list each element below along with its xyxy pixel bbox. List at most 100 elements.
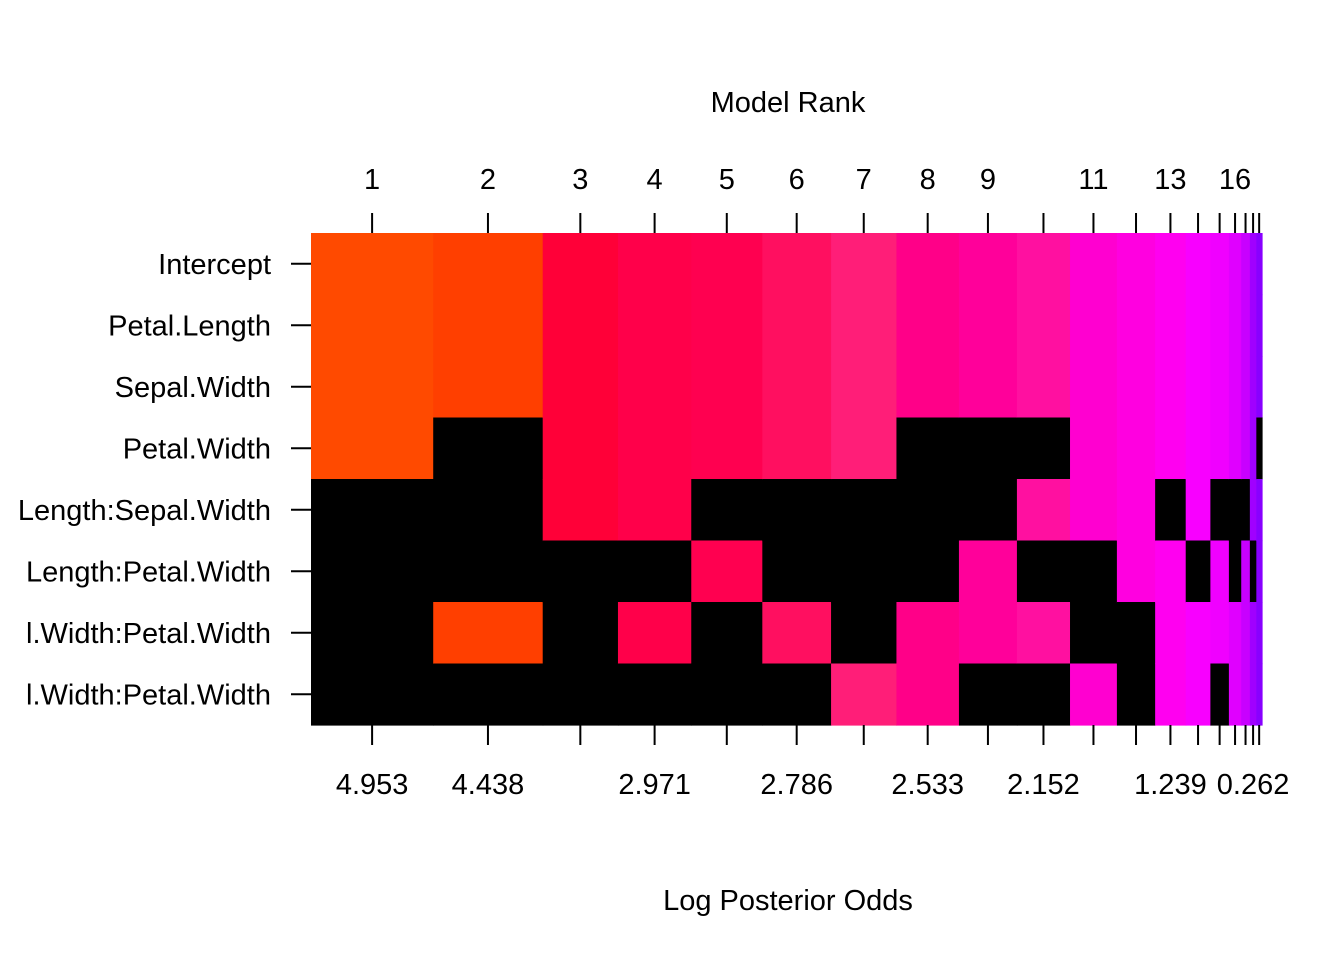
heatmap-cell	[958, 663, 1018, 726]
variable-label: l.Width:Petal.Width	[26, 679, 271, 711]
variable-label: Length:Petal.Width	[26, 556, 271, 588]
heatmap-cell	[958, 356, 1018, 419]
heatmap-cell	[1256, 233, 1263, 296]
heatmap-cell	[896, 233, 960, 296]
odds-tick-label: 0.262	[1217, 769, 1290, 801]
heatmap-cell	[1241, 663, 1251, 726]
heatmap-cell	[617, 294, 692, 357]
variable-axis: Intercept Petal.Length Sepal.Width Petal.Wi…	[18, 249, 311, 711]
heatmap-cell	[1116, 540, 1156, 603]
heatmap-cell	[691, 479, 763, 542]
rank-tick-label: 2	[480, 164, 496, 196]
heatmap-cell	[1241, 417, 1251, 480]
heatmap-cell	[617, 233, 692, 296]
heatmap-cell	[1256, 663, 1263, 726]
variable-label: Petal.Length	[108, 310, 271, 342]
heatmap-cell	[542, 479, 619, 542]
heatmap-cell	[1185, 663, 1211, 726]
heatmap-cell	[1016, 602, 1071, 665]
heatmap-cell	[691, 540, 763, 603]
rank-tick-label: 13	[1154, 164, 1186, 196]
top-axis-title: Model Rank	[711, 87, 866, 119]
heatmap-cell	[1016, 294, 1071, 357]
heatmap-cell	[1116, 417, 1156, 480]
heatmap-cell	[896, 294, 960, 357]
heatmap-cell	[958, 294, 1018, 357]
rank-tick-label: 6	[789, 164, 805, 196]
heatmap-cell	[311, 417, 434, 480]
odds-tick-label: 1.239	[1134, 769, 1207, 801]
heatmap-cell	[831, 417, 898, 480]
heatmap-cell	[958, 602, 1018, 665]
heatmap-cell	[433, 479, 544, 542]
heatmap-cell	[1116, 479, 1156, 542]
heatmap-cell	[1241, 356, 1251, 419]
heatmap-cell	[762, 540, 832, 603]
heatmap-cell	[1249, 479, 1257, 542]
heatmap-cell	[617, 602, 692, 665]
heatmap-cell	[311, 479, 434, 542]
heatmap-cell	[831, 479, 898, 542]
variable-label: Intercept	[158, 249, 271, 281]
heatmap-cell	[1249, 294, 1257, 357]
heatmap-cell	[311, 356, 434, 419]
heatmap-cell	[617, 356, 692, 419]
heatmap-cell	[617, 540, 692, 603]
heatmap-cell	[433, 417, 544, 480]
heatmap-cell	[896, 356, 960, 419]
rank-tick-label: 3	[572, 164, 588, 196]
heatmap-cell	[542, 602, 619, 665]
odds-tick-label: 2.533	[891, 769, 964, 801]
heatmap-cell	[762, 602, 832, 665]
heatmap-cell	[1185, 602, 1211, 665]
heatmap-cell	[762, 233, 832, 296]
heatmap-cell	[1210, 356, 1230, 419]
odds-tick-label: 4.953	[336, 769, 409, 801]
heatmap-cell	[1016, 479, 1071, 542]
heatmap-cell	[1210, 663, 1230, 726]
heatmap-cell	[617, 417, 692, 480]
heatmap-cell	[1185, 233, 1211, 296]
heatmap-cell	[831, 356, 898, 419]
heatmap-cell	[691, 663, 763, 726]
heatmap-cell	[1256, 540, 1263, 603]
heatmap-cells	[311, 233, 1263, 726]
heatmap-cell	[1155, 479, 1187, 542]
heatmap-cell	[433, 663, 544, 726]
heatmap-cell	[1155, 417, 1187, 480]
heatmap-cell	[691, 294, 763, 357]
variable-label: Length:Sepal.Width	[18, 495, 271, 527]
heatmap-cell	[958, 417, 1018, 480]
heatmap-cell	[311, 294, 434, 357]
heatmap-cell	[1155, 356, 1187, 419]
variable-label: l.Width:Petal.Width	[26, 618, 271, 650]
heatmap-cell	[1241, 602, 1251, 665]
heatmap-cell	[433, 540, 544, 603]
heatmap-cell	[831, 540, 898, 603]
heatmap-cell	[831, 602, 898, 665]
heatmap-cell	[896, 602, 960, 665]
heatmap-cell	[831, 233, 898, 296]
heatmap-cell	[1116, 294, 1156, 357]
rank-tick-label: 9	[980, 164, 996, 196]
heatmap-cell	[617, 663, 692, 726]
heatmap-cell	[958, 479, 1018, 542]
heatmap-cell	[1116, 356, 1156, 419]
heatmap-cell	[1210, 602, 1230, 665]
heatmap-cell	[1210, 233, 1230, 296]
heatmap-cell	[1228, 233, 1242, 296]
heatmap-cell	[762, 417, 832, 480]
heatmap-cell	[1256, 356, 1263, 419]
heatmap-cell	[311, 602, 434, 665]
heatmap-cell	[831, 294, 898, 357]
heatmap-cell	[1070, 663, 1118, 726]
heatmap-cell	[542, 356, 619, 419]
heatmap-cell	[1228, 602, 1242, 665]
heatmap-cell	[1155, 602, 1187, 665]
heatmap-cell	[1155, 233, 1187, 296]
heatmap-cell	[1070, 479, 1118, 542]
heatmap-cell	[1185, 417, 1211, 480]
heatmap-cell	[1016, 663, 1071, 726]
heatmap-cell	[762, 356, 832, 419]
